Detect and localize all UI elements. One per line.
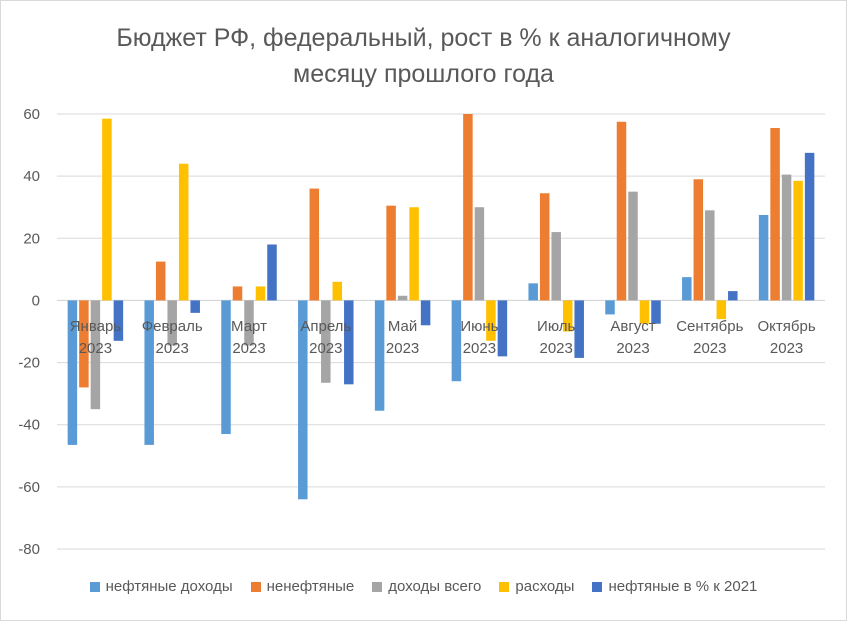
bar <box>716 300 727 320</box>
bar <box>528 283 538 301</box>
y-tick-label: -40 <box>18 417 40 434</box>
chart-title: Бюджет РФ, федеральный, рост в % к анало… <box>0 20 847 92</box>
bar <box>451 300 462 382</box>
bar <box>781 174 792 301</box>
y-tick-label: -20 <box>18 355 40 372</box>
bar <box>497 300 508 357</box>
bar <box>758 214 769 301</box>
bar <box>232 286 243 301</box>
x-category-label: 2023 <box>540 340 573 357</box>
x-category-label: Май <box>388 318 417 335</box>
bar <box>574 300 584 358</box>
bar <box>79 300 89 388</box>
legend-label: расходы <box>515 578 575 595</box>
legend-label: доходы всего <box>388 578 482 595</box>
legend-swatch <box>592 581 603 592</box>
legend-item: ненефтяные <box>250 578 355 595</box>
chart-title-line-2: месяцу прошлого года <box>293 60 554 88</box>
bar <box>770 127 780 301</box>
chart-title-line-1: Бюджет РФ, федеральный, рост в % к анало… <box>116 24 731 52</box>
x-category-label: Февраль <box>142 318 203 335</box>
bar <box>551 232 561 301</box>
bar <box>309 188 320 301</box>
y-tick-label: -60 <box>18 479 40 496</box>
bar <box>639 300 650 324</box>
bar <box>178 163 189 301</box>
bar <box>267 244 277 301</box>
bar <box>332 281 343 301</box>
bar <box>167 300 177 346</box>
x-category-label: 2023 <box>693 340 726 357</box>
bar <box>562 300 573 332</box>
legend-label: нефтяные доходы <box>105 578 233 595</box>
x-category-label: Октябрь <box>758 318 816 335</box>
bar <box>420 300 431 326</box>
bar <box>628 191 638 301</box>
x-category-label: 2023 <box>770 340 803 357</box>
bar <box>539 193 550 301</box>
bar <box>409 207 419 301</box>
bar <box>486 300 496 341</box>
x-category-label: 2023 <box>232 340 265 357</box>
legend-item: нефтяные в % к 2021 <box>592 578 757 595</box>
bar <box>113 300 124 341</box>
bar <box>397 295 408 301</box>
legend-swatch <box>250 581 261 592</box>
bar <box>102 118 112 301</box>
x-category-label: Август <box>610 318 655 335</box>
x-category-label: 2023 <box>309 340 342 357</box>
x-category-label: Июль <box>537 318 575 335</box>
bar <box>693 179 704 301</box>
bar <box>616 121 627 301</box>
legend-label: ненефтяные <box>266 578 355 595</box>
chart-legend: нефтяные доходы ненефтяные доходы всего рас… <box>0 578 847 595</box>
bar <box>344 300 354 385</box>
x-category-label: Апрель <box>300 318 351 335</box>
x-category-label: Июнь <box>460 318 498 335</box>
legend-swatch <box>89 581 100 592</box>
y-tick-label: -80 <box>18 541 40 558</box>
x-category-label: Март <box>231 318 267 335</box>
legend-swatch <box>499 581 510 592</box>
legend-swatch <box>372 581 383 592</box>
legend-item: нефтяные доходы <box>89 578 233 595</box>
x-category-label: 2023 <box>79 340 112 357</box>
y-tick-label: 40 <box>23 168 40 185</box>
bar <box>321 300 331 383</box>
x-category-label: 2023 <box>386 340 419 357</box>
y-tick-label: 60 <box>23 106 40 123</box>
bar <box>298 300 308 500</box>
bar <box>386 205 396 301</box>
bar <box>605 300 615 315</box>
bar <box>705 210 715 301</box>
bar <box>463 114 473 301</box>
bar <box>190 300 200 313</box>
bar <box>155 261 166 301</box>
y-tick-label: 0 <box>32 292 40 309</box>
bar <box>804 152 815 301</box>
bar <box>374 300 385 411</box>
bar <box>793 180 803 301</box>
legend-label: нефтяные в % к 2021 <box>608 578 758 595</box>
x-category-label: Январь <box>70 318 122 335</box>
legend-item: доходы всего <box>372 578 481 595</box>
bar <box>244 300 254 346</box>
bar <box>255 286 266 301</box>
y-tick-label: 20 <box>23 230 40 247</box>
x-category-label: Сентябрь <box>676 318 743 335</box>
x-category-label: 2023 <box>616 340 649 357</box>
x-category-label: 2023 <box>463 340 496 357</box>
x-category-label: 2023 <box>156 340 189 357</box>
bar <box>651 300 661 324</box>
bar <box>221 300 231 435</box>
bar <box>67 300 78 445</box>
legend-item: расходы <box>499 578 574 595</box>
bar <box>90 300 101 410</box>
bar <box>682 277 692 301</box>
bar <box>474 207 485 301</box>
bar <box>728 291 738 301</box>
bar <box>144 300 154 445</box>
